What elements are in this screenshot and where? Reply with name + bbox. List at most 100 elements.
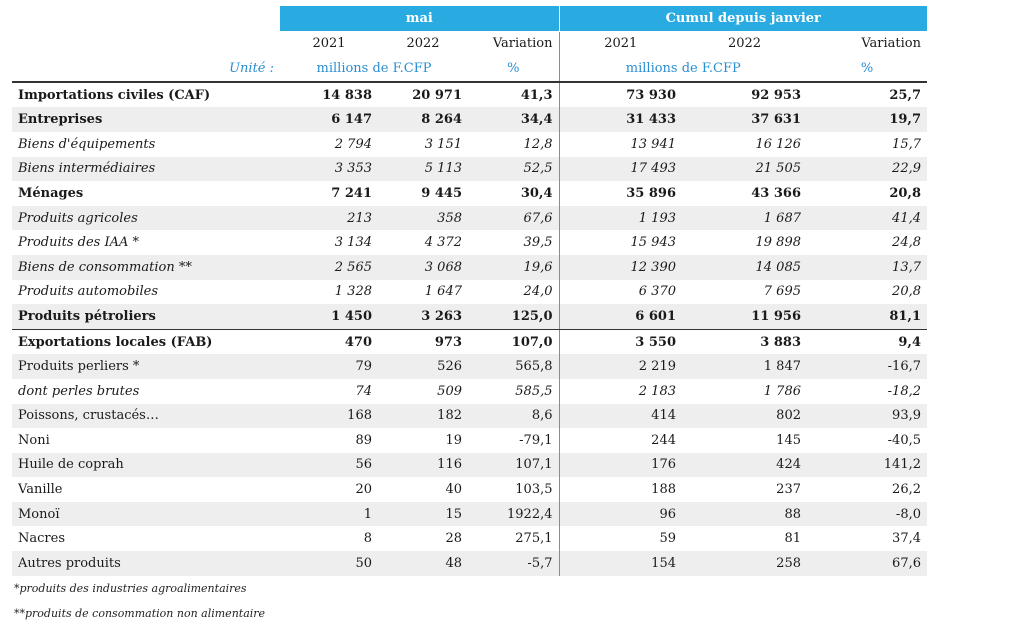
value-cumul-variation: -16,7 (807, 354, 927, 379)
row-label: Poissons, crustacés… (12, 403, 280, 429)
value-mai-2022: 509 (437, 383, 462, 399)
value-mai-2021: 8 (363, 531, 372, 547)
value-cumul-variation: 22,9 (807, 156, 927, 182)
value-mai-variation: 103,5 (515, 482, 553, 498)
value-mai-2021: 6 147 (280, 107, 378, 132)
value-cumul-2021: 6 601 (558, 304, 682, 330)
value-cumul-2021: 35 896 (558, 181, 682, 206)
row-label: Produits perliers * (12, 354, 280, 379)
table-row: Produits des IAA * 3 134 4 372 39,5 15 943 19… (12, 230, 927, 255)
table-row: Biens d'équipements 2 794 3 151 12,8 13 941 1… (12, 131, 927, 157)
row-label: Biens d'équipements (18, 136, 156, 152)
value-mai-2021: 3 353 (280, 156, 378, 182)
value-cumul-2022: 7 695 (763, 284, 801, 300)
value-cumul-2022: 16 126 (755, 136, 802, 152)
value-mai-2021: 74 (355, 383, 372, 399)
row-label: Autres produits (12, 551, 280, 576)
value-mai-2022: 116 (378, 452, 468, 478)
value-mai-2021: 50 (280, 551, 378, 576)
value-cumul-2022: 1 786 (763, 383, 801, 399)
value-mai-2022: 1 647 (424, 284, 462, 300)
row-label: Huile de coprah (12, 452, 280, 478)
header-empty-cell (12, 6, 280, 31)
value-cumul-2022: 145 (776, 432, 801, 448)
table-row: Huile de coprah 56 116 107,1 176 424 141,2 (12, 452, 927, 478)
value-cumul-2021: 188 (558, 477, 682, 502)
value-cumul-2021: 59 (558, 526, 682, 552)
value-mai-2021: 89 (355, 432, 372, 448)
group-header-mai: mai (280, 6, 559, 32)
value-cumul-2022: 92 953 (682, 80, 807, 108)
table-row: Produits agricoles 213 358 67,6 1 193 1 687 41… (12, 205, 927, 231)
value-cumul-2022: 3 883 (760, 334, 801, 350)
value-cumul-variation: -8,0 (807, 501, 927, 527)
value-cumul-2022: 14 085 (682, 254, 807, 280)
value-cumul-2021: 17 493 (558, 156, 682, 182)
col-header-variation: Variation (492, 36, 553, 52)
value-mai-2022: 5 113 (378, 156, 468, 182)
value-mai-2022: 973 (434, 334, 462, 350)
value-mai-2021: 1 (280, 501, 378, 527)
value-cumul-2022: 88 (682, 501, 807, 527)
value-cumul-variation: -40,5 (887, 432, 921, 448)
value-cumul-2021: 2 183 (558, 378, 682, 404)
value-cumul-2022: 11 956 (682, 304, 807, 330)
unit-pct-mai: % (507, 60, 520, 76)
value-cumul-variation: -18,2 (887, 383, 921, 399)
value-cumul-2022: 21 505 (682, 156, 807, 182)
value-cumul-2021: 6 370 (558, 279, 682, 305)
value-mai-2021: 470 (344, 334, 372, 350)
value-cumul-2022: 802 (682, 403, 807, 429)
table-row: Importations civiles (CAF) 14 838 20 971 41… (12, 80, 927, 108)
value-mai-2022: 8 264 (378, 107, 468, 132)
value-mai-2021: 79 (280, 354, 378, 379)
value-mai-2021: 7 241 (331, 185, 372, 201)
value-mai-variation: 565,8 (468, 354, 559, 379)
value-mai-variation: 12,8 (523, 136, 553, 152)
value-mai-2022: 9 445 (421, 185, 462, 201)
row-label: Produits des IAA * (18, 235, 140, 251)
row-label: Biens intermédiaires (12, 156, 280, 182)
table-row: Nacres 8 28 275,1 59 81 37,4 (12, 526, 927, 552)
table-row: Monoï 1 15 1922,4 96 88 -8,0 (12, 501, 927, 527)
value-cumul-2021: 176 (558, 452, 682, 478)
value-mai-2021: 56 (280, 452, 378, 478)
footnote-iaa: *produits des industries agroalimentaire… (14, 582, 247, 595)
table-row: Vanille 20 40 103,5 188 237 26,2 (12, 477, 927, 502)
table-row: Entreprises 6 147 8 264 34,4 31 433 37 631 19,… (12, 107, 927, 132)
value-mai-2022: 15 (378, 501, 468, 527)
value-mai-variation: 1922,4 (468, 501, 559, 527)
unit-pct-cumul: % (860, 60, 874, 76)
value-cumul-2021: 414 (558, 403, 682, 429)
value-mai-variation: 24,0 (523, 284, 553, 300)
value-mai-2021: 3 134 (334, 235, 372, 251)
table-row: dont perles brutes 74 509 585,5 2 183 1 786 -1… (12, 378, 927, 404)
value-cumul-2021: 3 550 (558, 329, 682, 355)
value-cumul-2021: 31 433 (558, 107, 682, 132)
table-row: Ménages 7 241 9 445 30,4 35 896 43 366 20,8 (12, 181, 927, 206)
table-body: Importations civiles (CAF) 14 838 20 971 41… (12, 80, 927, 576)
value-mai-variation: 275,1 (515, 531, 553, 547)
value-mai-variation: 41,3 (468, 80, 559, 108)
value-mai-2022: 19 (445, 432, 462, 448)
value-cumul-2021: 244 (558, 428, 682, 453)
value-mai-2021: 168 (280, 403, 378, 429)
value-mai-2022: 4 372 (424, 235, 462, 251)
value-cumul-variation: 93,9 (807, 403, 927, 429)
value-mai-2022: 28 (445, 531, 462, 547)
row-label: Noni (18, 432, 50, 448)
value-cumul-variation: 15,7 (892, 136, 921, 152)
unit-money-mai: millions de F.CFP (316, 60, 432, 76)
value-cumul-variation: 24,8 (892, 235, 921, 251)
value-cumul-2022: 37 631 (682, 107, 807, 132)
value-mai-variation: 39,5 (523, 235, 553, 251)
row-label: Monoï (12, 501, 280, 527)
value-mai-variation: 8,6 (468, 403, 559, 429)
value-mai-variation: 67,6 (468, 205, 559, 231)
value-cumul-2021: 12 390 (558, 254, 682, 280)
value-cumul-2022: 43 366 (751, 185, 801, 201)
value-cumul-variation: 37,4 (892, 531, 921, 547)
value-cumul-2022: 1 847 (682, 354, 807, 379)
value-mai-2021: 1 328 (334, 284, 372, 300)
value-cumul-variation: 19,7 (807, 107, 927, 132)
